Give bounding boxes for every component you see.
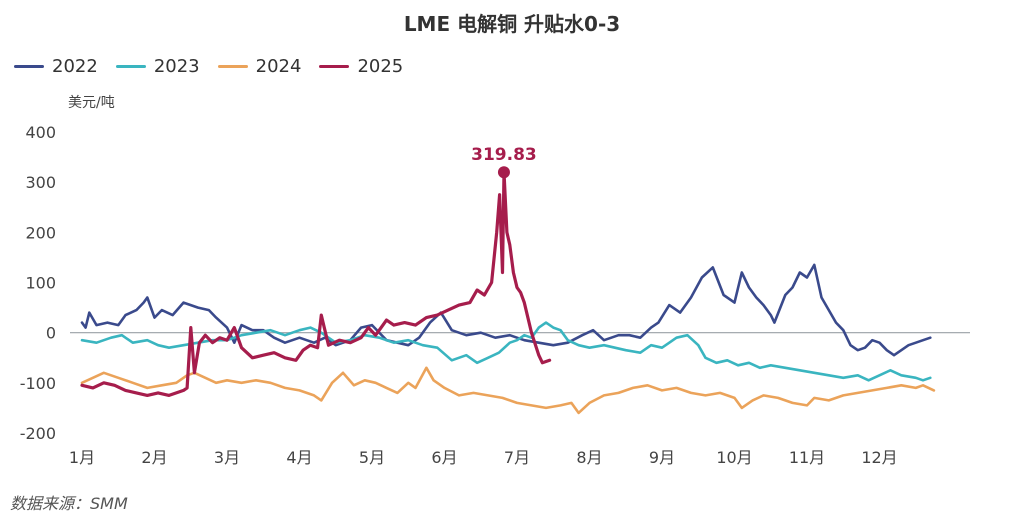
x-tick-label: 2月 [141,448,167,467]
source-note: 数据来源：SMM [10,494,128,513]
y-tick-label: -100 [20,374,56,393]
x-tick-label: 6月 [431,448,457,467]
legend-swatch [217,65,248,68]
legend-item-2023: 2023 [115,56,200,77]
legend-swatch [14,65,44,68]
legend: 2022 2023 2024 2025 [14,56,403,77]
y-tick-label: 100 [25,274,56,293]
legend-item-2024: 2024 [217,56,302,77]
legend-swatch [115,65,146,68]
legend-label: 2024 [255,56,302,77]
legend-label: 2025 [357,56,404,77]
x-tick-label: 1月 [69,448,95,467]
series-line-2022 [80,263,932,357]
x-tick-label: 10月 [716,448,752,467]
peak-marker [497,166,510,179]
peak-label: 319.83 [471,145,537,165]
legend-label: 2023 [153,56,200,77]
x-tick-label: 9月 [649,448,675,467]
y-axis-unit-label: 美元/吨 [68,95,115,111]
x-tick-label: 12月 [861,448,897,467]
x-tick-label: 5月 [359,448,385,467]
x-tick-label: 11月 [789,448,825,467]
legend-item-2025: 2025 [319,56,403,77]
legend-item-2022: 2022 [14,56,98,77]
y-tick-label: -200 [20,424,56,443]
chart-title: LME 电解铜 升贴水0-3 [403,12,621,36]
legend-swatch [319,65,350,68]
x-tick-label: 8月 [576,448,602,467]
y-tick-label: 400 [25,123,56,142]
series-line-2024 [80,366,936,415]
y-tick-label: 0 [46,324,56,343]
legend-label: 2022 [52,56,98,77]
x-tick-label: 3月 [214,448,240,467]
y-tick-label: 200 [25,223,56,242]
y-tick-label: 300 [25,173,56,192]
x-tick-label: 4月 [286,448,312,467]
series-line-2023 [80,321,932,382]
series-line-2025 [80,170,552,397]
x-tick-label: 7月 [504,448,530,467]
